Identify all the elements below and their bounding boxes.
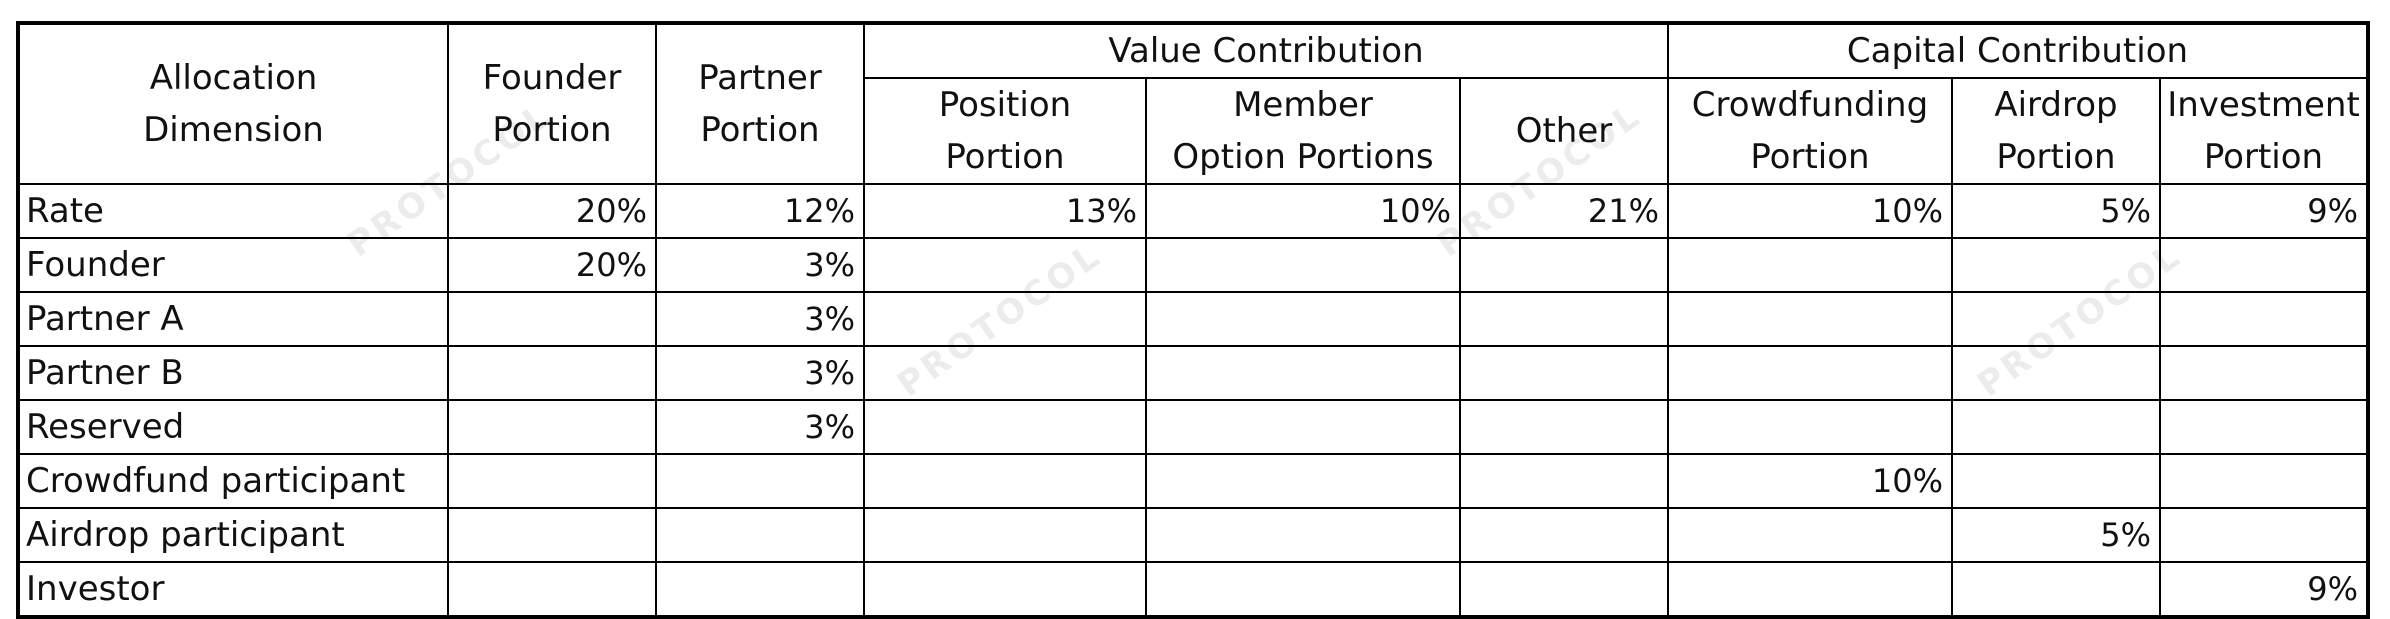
table-row: Crowdfund participant 10% xyxy=(17,453,2369,509)
row-label: Partner A xyxy=(17,291,449,347)
cell-airdrop-portion xyxy=(1951,237,2161,293)
cell-member-option-portions xyxy=(1145,399,1461,455)
row-label: Partner B xyxy=(17,345,449,401)
cell-founder-portion: 20% xyxy=(447,237,657,293)
cell-position-portion: 13% xyxy=(863,183,1147,239)
cell-other xyxy=(1459,345,1669,401)
cell-airdrop-portion xyxy=(1951,453,2161,509)
cell-crowdfunding-portion xyxy=(1667,399,1953,455)
cell-other xyxy=(1459,399,1669,455)
cell-member-option-portions xyxy=(1145,291,1461,347)
cell-airdrop-portion xyxy=(1951,345,2161,401)
cell-partner-portion: 3% xyxy=(655,291,865,347)
cell-partner-portion: 3% xyxy=(655,237,865,293)
cell-investment-portion xyxy=(2159,507,2369,563)
header-row-group: Allocation Dimension Founder Portion Par… xyxy=(17,22,2369,185)
header-founder-portion: Founder Portion xyxy=(447,22,657,185)
cell-member-option-portions xyxy=(1145,345,1461,401)
header-crowdfunding-portion: Crowdfunding Portion xyxy=(1667,77,1953,185)
cell-position-portion xyxy=(863,507,1147,563)
cell-position-portion xyxy=(863,345,1147,401)
cell-investment-portion xyxy=(2159,453,2369,509)
cell-partner-portion xyxy=(655,561,865,618)
cell-other: 21% xyxy=(1459,183,1669,239)
row-label: Rate xyxy=(17,183,449,239)
cell-member-option-portions xyxy=(1145,453,1461,509)
table-row: Reserved 3% xyxy=(17,399,2369,455)
cell-other xyxy=(1459,291,1669,347)
cell-other xyxy=(1459,561,1669,618)
table-row: Investor 9% xyxy=(17,561,2369,618)
cell-investment-portion xyxy=(2159,291,2369,347)
row-label: Investor xyxy=(17,561,449,618)
cell-founder-portion: 20% xyxy=(447,183,657,239)
row-label: Airdrop participant xyxy=(17,507,449,563)
cell-partner-portion: 3% xyxy=(655,399,865,455)
table-row: Partner B 3% xyxy=(17,345,2369,401)
cell-position-portion xyxy=(863,237,1147,293)
cell-position-portion xyxy=(863,291,1147,347)
cell-partner-portion: 12% xyxy=(655,183,865,239)
cell-crowdfunding-portion: 10% xyxy=(1667,183,1953,239)
cell-position-portion xyxy=(863,399,1147,455)
header-other: Other xyxy=(1459,77,1669,185)
header-capital-contribution: Capital Contribution xyxy=(1667,22,2369,79)
cell-investment-portion: 9% xyxy=(2159,183,2369,239)
cell-investment-portion xyxy=(2159,237,2369,293)
cell-founder-portion xyxy=(447,291,657,347)
header-member-option-portions: Member Option Portions xyxy=(1145,77,1461,185)
header-partner-portion: Partner Portion xyxy=(655,22,865,185)
cell-crowdfunding-portion: 10% xyxy=(1667,453,1953,509)
cell-airdrop-portion xyxy=(1951,291,2161,347)
cell-other xyxy=(1459,507,1669,563)
cell-crowdfunding-portion xyxy=(1667,561,1953,618)
cell-partner-portion xyxy=(655,453,865,509)
cell-crowdfunding-portion xyxy=(1667,291,1953,347)
row-label: Founder xyxy=(17,237,449,293)
cell-partner-portion: 3% xyxy=(655,345,865,401)
header-allocation-dimension: Allocation Dimension xyxy=(17,22,449,185)
table-row: Airdrop participant 5% xyxy=(17,507,2369,563)
table-row: Partner A 3% xyxy=(17,291,2369,347)
cell-partner-portion xyxy=(655,507,865,563)
cell-airdrop-portion xyxy=(1951,561,2161,618)
header-value-contribution: Value Contribution xyxy=(863,22,1669,79)
cell-crowdfunding-portion xyxy=(1667,237,1953,293)
allocation-table: Allocation Dimension Founder Portion Par… xyxy=(16,21,2370,619)
cell-airdrop-portion xyxy=(1951,399,2161,455)
cell-founder-portion xyxy=(447,453,657,509)
cell-other xyxy=(1459,453,1669,509)
cell-position-portion xyxy=(863,453,1147,509)
row-label: Reserved xyxy=(17,399,449,455)
cell-investment-portion xyxy=(2159,399,2369,455)
cell-investment-portion xyxy=(2159,345,2369,401)
cell-crowdfunding-portion xyxy=(1667,507,1953,563)
cell-airdrop-portion: 5% xyxy=(1951,183,2161,239)
cell-founder-portion xyxy=(447,345,657,401)
cell-position-portion xyxy=(863,561,1147,618)
cell-member-option-portions xyxy=(1145,237,1461,293)
cell-founder-portion xyxy=(447,399,657,455)
cell-founder-portion xyxy=(447,507,657,563)
cell-member-option-portions xyxy=(1145,507,1461,563)
cell-airdrop-portion: 5% xyxy=(1951,507,2161,563)
cell-investment-portion: 9% xyxy=(2159,561,2369,618)
cell-founder-portion xyxy=(447,561,657,618)
cell-member-option-portions: 10% xyxy=(1145,183,1461,239)
header-investment-portion: Investment Portion xyxy=(2159,77,2369,185)
cell-other xyxy=(1459,237,1669,293)
header-position-portion: Position Portion xyxy=(863,77,1147,185)
row-label: Crowdfund participant xyxy=(17,453,449,509)
table-row: Rate 20% 12% 13% 10% 21% 10% 5% 9% xyxy=(17,183,2369,239)
header-row-sub: Position Portion Member Option Portions … xyxy=(18,77,2369,185)
cell-crowdfunding-portion xyxy=(1667,345,1953,401)
cell-member-option-portions xyxy=(1145,561,1461,618)
table-row: Founder 20% 3% xyxy=(17,237,2369,293)
header-airdrop-portion: Airdrop Portion xyxy=(1951,77,2161,185)
